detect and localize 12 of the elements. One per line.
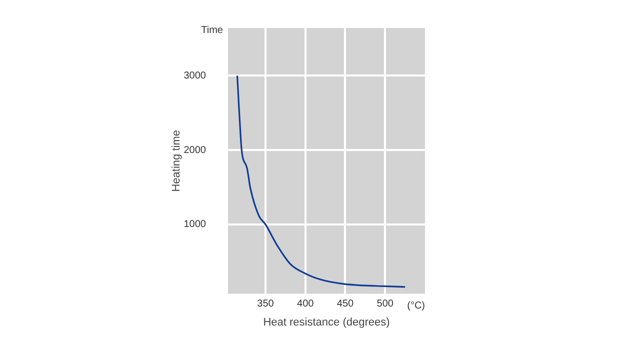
y-tick-label: 3000 (184, 70, 206, 82)
line-series (236, 74, 406, 288)
x-tick-label: 400 (297, 298, 314, 310)
x-tick-label: 350 (257, 298, 274, 310)
x-tick-label: 500 (376, 298, 394, 310)
y-tick-label: 1000 (184, 219, 206, 230)
y-tick-label: 2000 (184, 144, 206, 156)
x-tick-label: 450 (336, 298, 354, 310)
text: Time (201, 24, 224, 36)
y-axis-title: Heating time (170, 130, 183, 192)
text: (°C) (407, 300, 425, 312)
x-axis-title: Heat resistance (degrees) (263, 316, 390, 328)
